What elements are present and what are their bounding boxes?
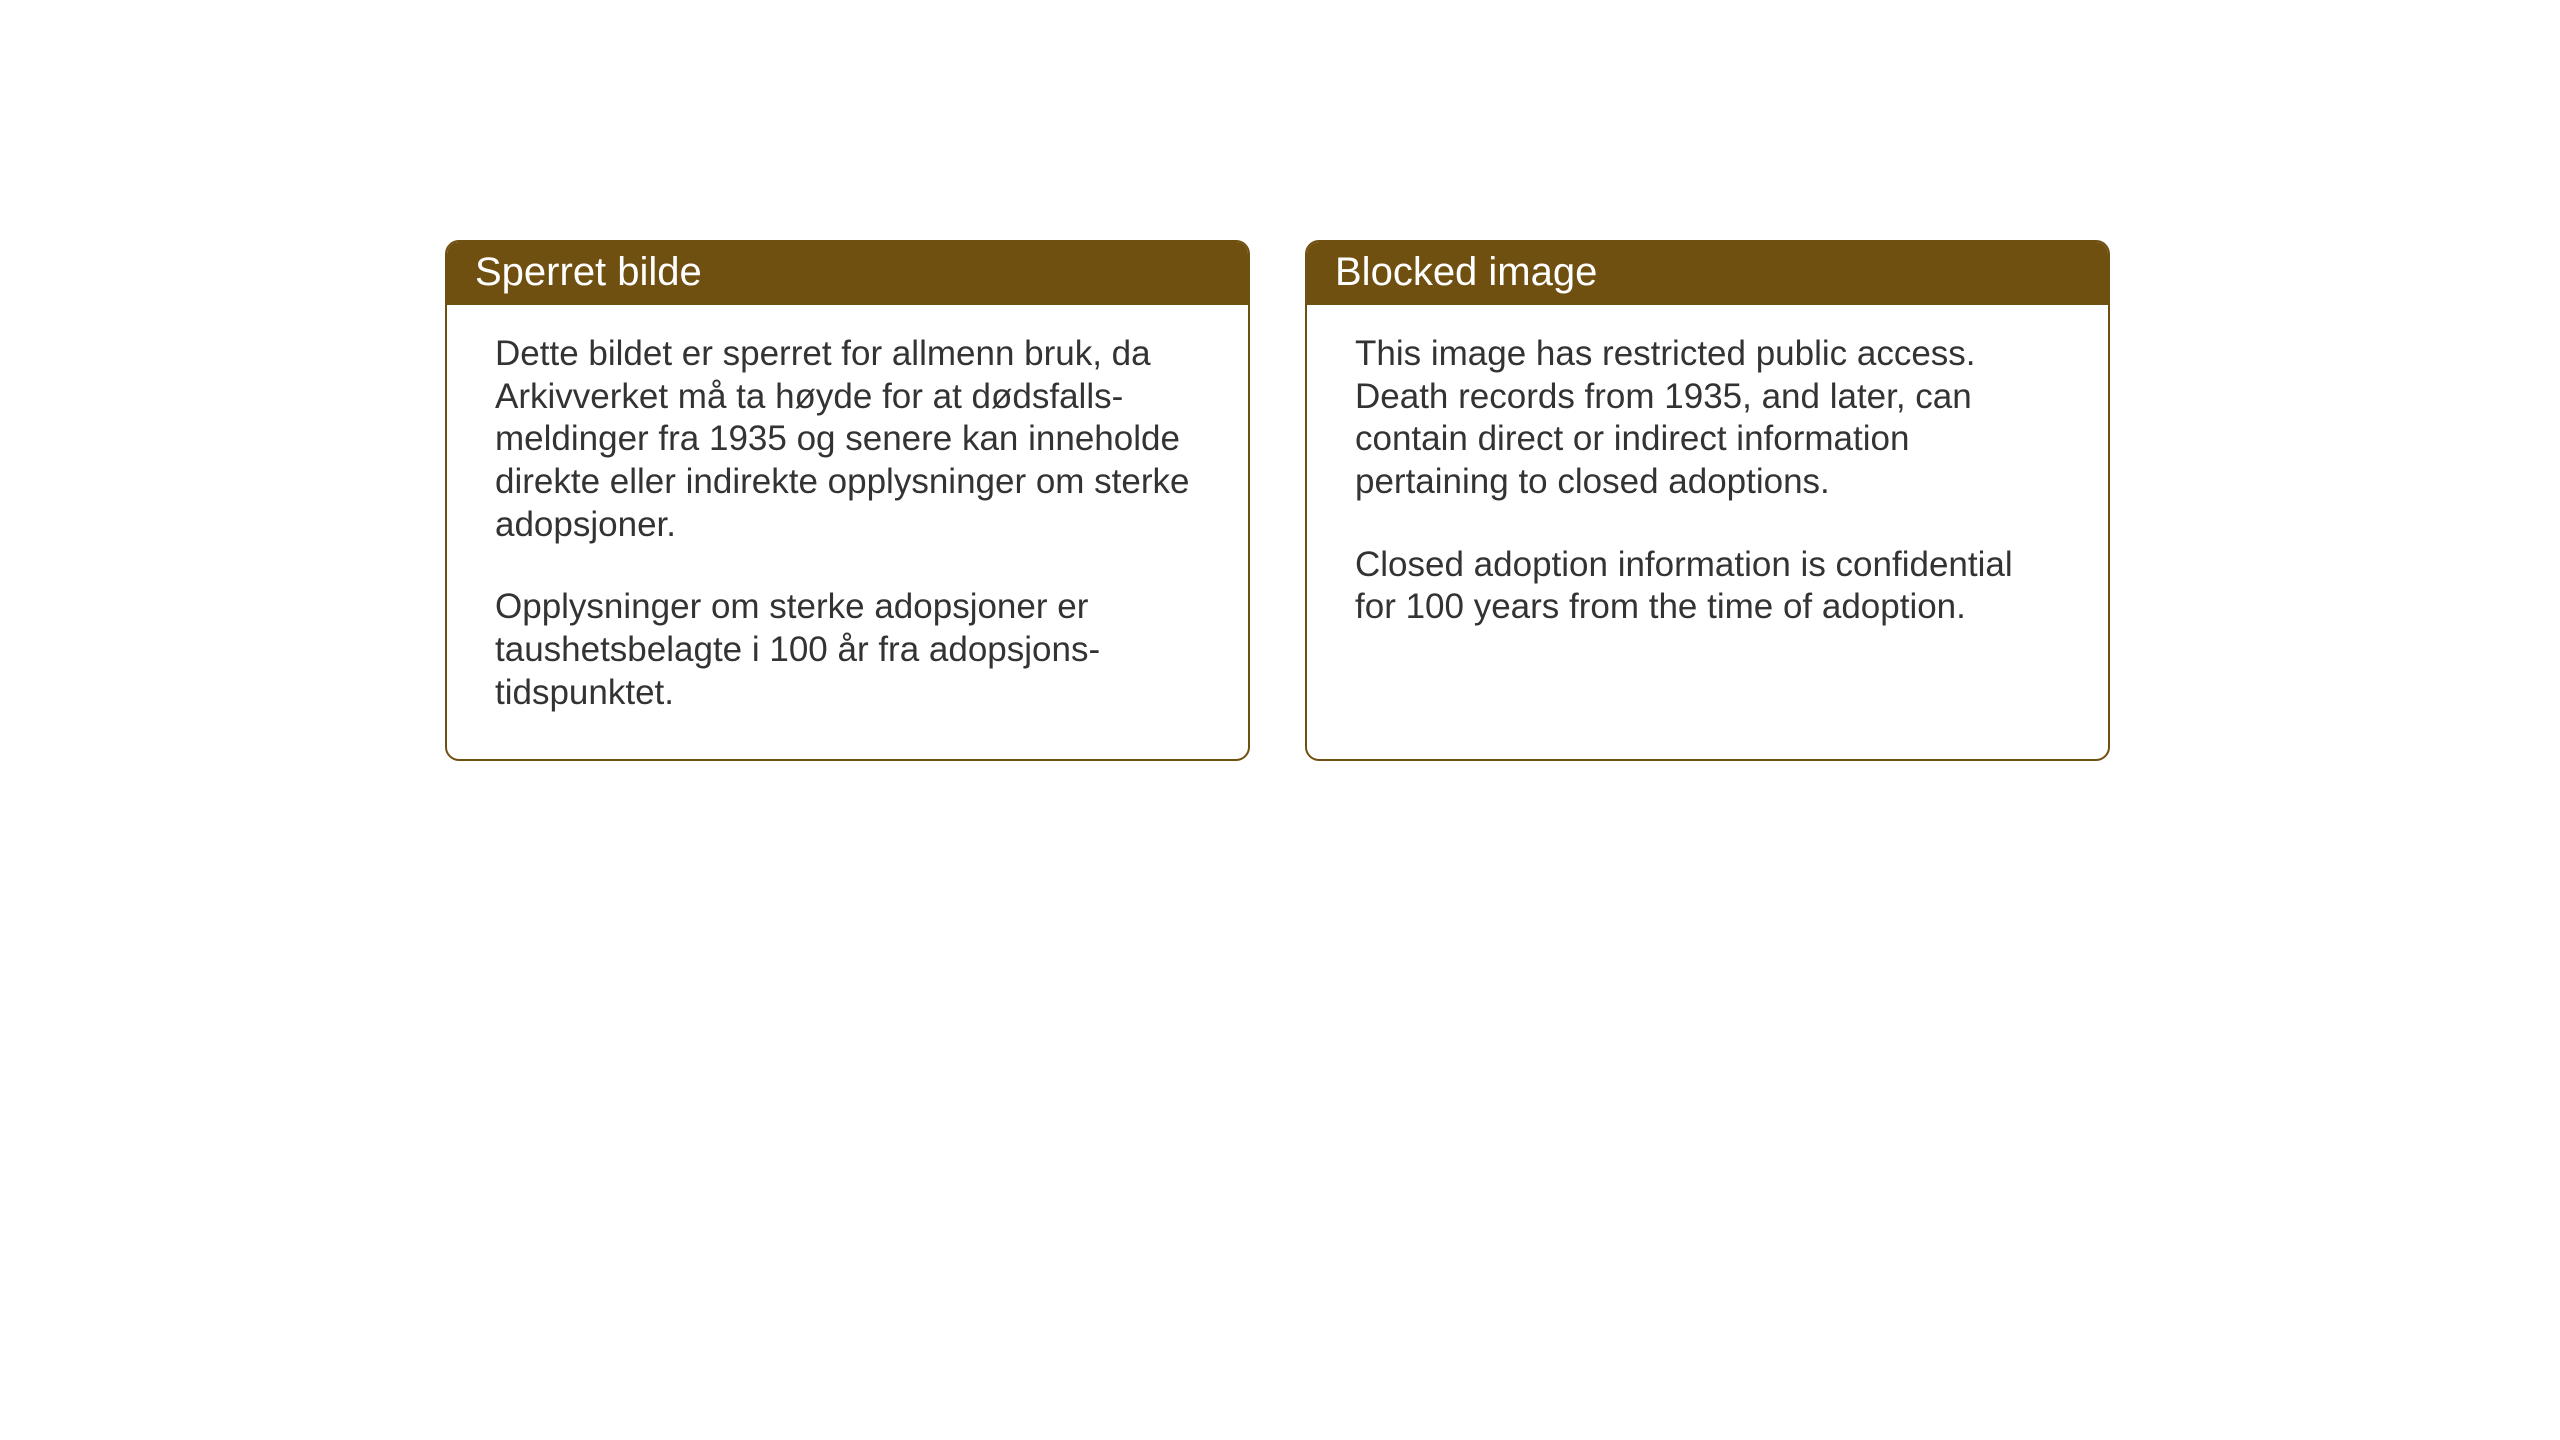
notice-paragraph-2-norwegian: Opplysninger om sterke adopsjoner er tau… [495, 586, 1200, 714]
notice-body-english: This image has restricted public access.… [1307, 305, 2108, 673]
notice-container: Sperret bilde Dette bildet er sperret fo… [445, 240, 2110, 761]
notice-paragraph-2-english: Closed adoption information is confident… [1355, 544, 2060, 629]
notice-paragraph-1-norwegian: Dette bildet er sperret for allmenn bruk… [495, 333, 1200, 546]
notice-card-english: Blocked image This image has restricted … [1305, 240, 2110, 761]
notice-card-norwegian: Sperret bilde Dette bildet er sperret fo… [445, 240, 1250, 761]
notice-body-norwegian: Dette bildet er sperret for allmenn bruk… [447, 305, 1248, 759]
notice-paragraph-1-english: This image has restricted public access.… [1355, 333, 2060, 504]
notice-header-norwegian: Sperret bilde [447, 242, 1248, 305]
notice-header-english: Blocked image [1307, 242, 2108, 305]
